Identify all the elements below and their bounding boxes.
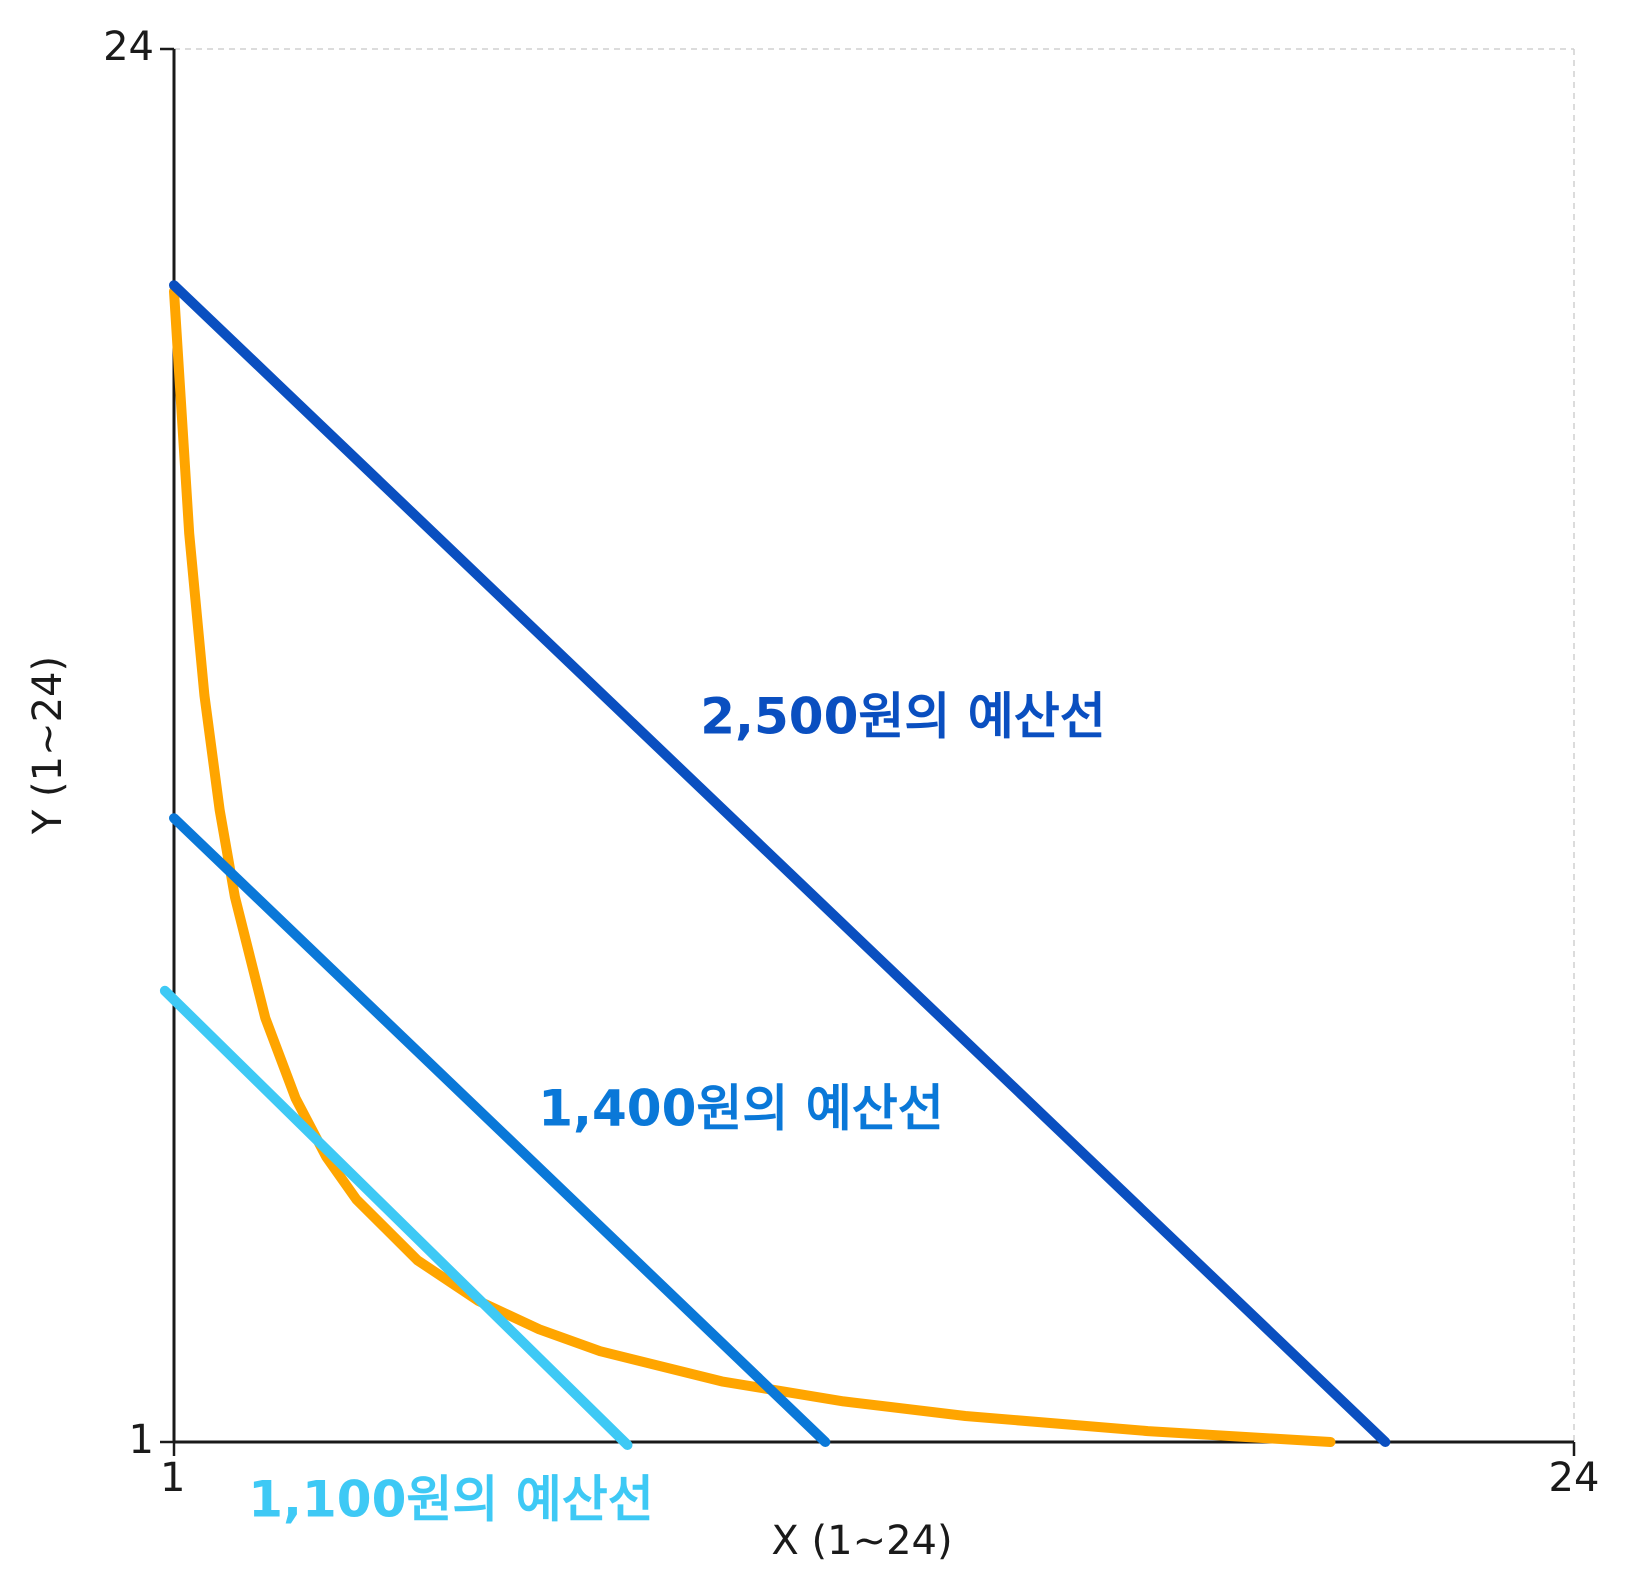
indifference-curve [169, 286, 1336, 1447]
budget-line [169, 813, 831, 1447]
series-label: 1,400원의 예산선 [538, 1080, 944, 1138]
y-tick-label: 1 [129, 1417, 154, 1463]
series-label: 1,100원의 예산선 [248, 1471, 654, 1529]
x-axis-title: X (1~24) [771, 1518, 952, 1564]
y-tick-label: 24 [103, 24, 154, 70]
series-label: 2,500원의 예산선 [700, 688, 1106, 746]
budget-line [159, 985, 633, 1450]
budget-line [169, 280, 1391, 1447]
y-axis-title: Y (1~24) [25, 656, 71, 835]
x-tick-label: 24 [1549, 1455, 1600, 1501]
x-tick-label: 1 [160, 1455, 185, 1501]
